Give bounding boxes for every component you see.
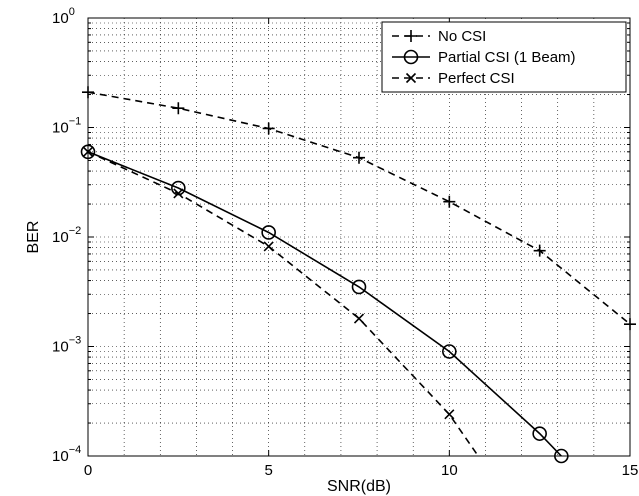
marker-layer <box>80 86 636 464</box>
x-tick-label: 15 <box>622 462 639 479</box>
data-point-series-2 <box>351 279 367 295</box>
x-axis-label: SNR(dB) <box>327 478 391 495</box>
data-point-series-1 <box>353 151 365 164</box>
y-tick-label: 10−2 <box>52 225 81 246</box>
y-tick-label: 100 <box>52 6 75 27</box>
data-point-series-3 <box>444 409 455 420</box>
data-point-series-3 <box>353 313 365 324</box>
x-tick-label: 0 <box>84 462 92 479</box>
legend-label-2: Partial CSI (1 Beam) <box>438 49 576 66</box>
x-tick-label: 10 <box>441 462 458 479</box>
x-tick-label: 5 <box>264 462 272 479</box>
series-line-3 <box>88 151 479 456</box>
y-tick-label: 10−4 <box>52 444 81 465</box>
data-point-series-3 <box>173 188 184 199</box>
y-tick-label: 10−3 <box>52 335 81 356</box>
y-axis-label: BER <box>25 221 42 254</box>
legend-marker-2 <box>403 49 419 65</box>
series-line-2 <box>88 151 562 456</box>
data-point-series-2 <box>261 225 276 240</box>
legend-label-1: No CSI <box>438 28 486 45</box>
legend-label-3: Perfect CSI <box>438 70 515 87</box>
data-point-series-2 <box>532 426 547 441</box>
data-point-series-3 <box>263 241 274 252</box>
axis-ticks: 0 5 10 15 100 10−1 10−2 10−3 10−4 <box>52 6 638 479</box>
data-point-series-1 <box>172 102 185 115</box>
legend-marker-3 <box>405 72 417 84</box>
data-point-series-1 <box>262 122 275 135</box>
legend-marker-1 <box>405 30 417 42</box>
y-tick-label: 10−1 <box>52 116 81 137</box>
legend: No CSI Partial CSI (1 Beam) Perfect CSI <box>381 21 627 93</box>
data-point-series-1 <box>533 244 546 257</box>
data-point-series-2 <box>442 344 457 359</box>
data-point-series-1 <box>443 195 456 208</box>
